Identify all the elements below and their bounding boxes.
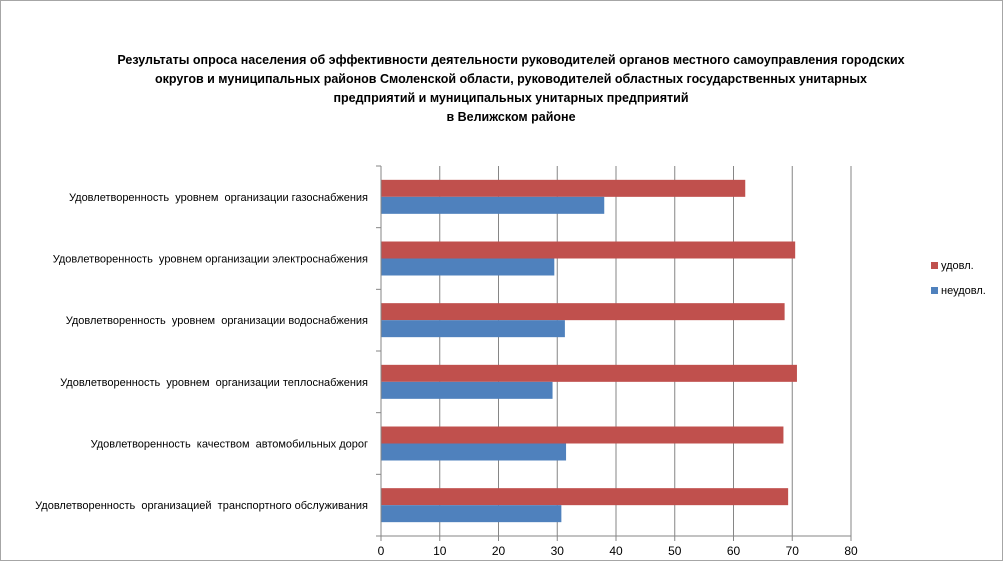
x-tick-label: 20 bbox=[492, 544, 506, 558]
legend-label: удовл. bbox=[941, 260, 974, 272]
x-tick-label: 70 bbox=[786, 544, 800, 558]
chart-title-line: округов и муниципальных районов Смоленск… bbox=[155, 72, 867, 86]
x-tick-label: 40 bbox=[609, 544, 623, 558]
x-tick-label: 60 bbox=[727, 544, 741, 558]
bar-neudovl bbox=[381, 381, 553, 399]
category-label: Удовлетворенность уровнем организации во… bbox=[66, 315, 368, 327]
category-label: Удовлетворенность организацией транспорт… bbox=[35, 500, 368, 512]
bar-udovl bbox=[381, 488, 789, 506]
legend-swatch bbox=[931, 287, 938, 294]
x-tick-label: 50 bbox=[668, 544, 682, 558]
category-label: Удовлетворенность уровнем организации га… bbox=[69, 192, 368, 204]
bar-udovl bbox=[381, 179, 746, 197]
x-tick-label: 30 bbox=[551, 544, 565, 558]
bar-udovl bbox=[381, 303, 785, 321]
bar-neudovl bbox=[381, 505, 562, 523]
bar-udovl bbox=[381, 241, 796, 259]
bar-neudovl bbox=[381, 196, 605, 214]
chart-title: Результаты опроса населения об эффективн… bbox=[61, 51, 961, 127]
x-tick-label: 10 bbox=[433, 544, 447, 558]
bar-udovl bbox=[381, 426, 784, 444]
bar-neudovl bbox=[381, 443, 567, 461]
bar-neudovl bbox=[381, 320, 565, 338]
category-label: Удовлетворенность качеством автомобильны… bbox=[91, 439, 368, 451]
bar-udovl bbox=[381, 364, 797, 382]
chart-title-line: предприятий и муниципальных унитарных пр… bbox=[333, 91, 689, 105]
chart-title-line: в Велижском районе bbox=[446, 110, 576, 124]
chart-title-line: Результаты опроса населения об эффективн… bbox=[117, 53, 905, 67]
category-label: Удовлетворенность уровнем организации эл… bbox=[53, 254, 368, 266]
legend-label: неудовл. bbox=[941, 285, 986, 297]
x-tick-label: 0 bbox=[378, 544, 385, 558]
legend-swatch bbox=[931, 262, 938, 269]
bar-neudovl bbox=[381, 258, 555, 276]
category-label: Удовлетворенность уровнем организации те… bbox=[60, 377, 368, 389]
x-tick-label: 80 bbox=[844, 544, 858, 558]
